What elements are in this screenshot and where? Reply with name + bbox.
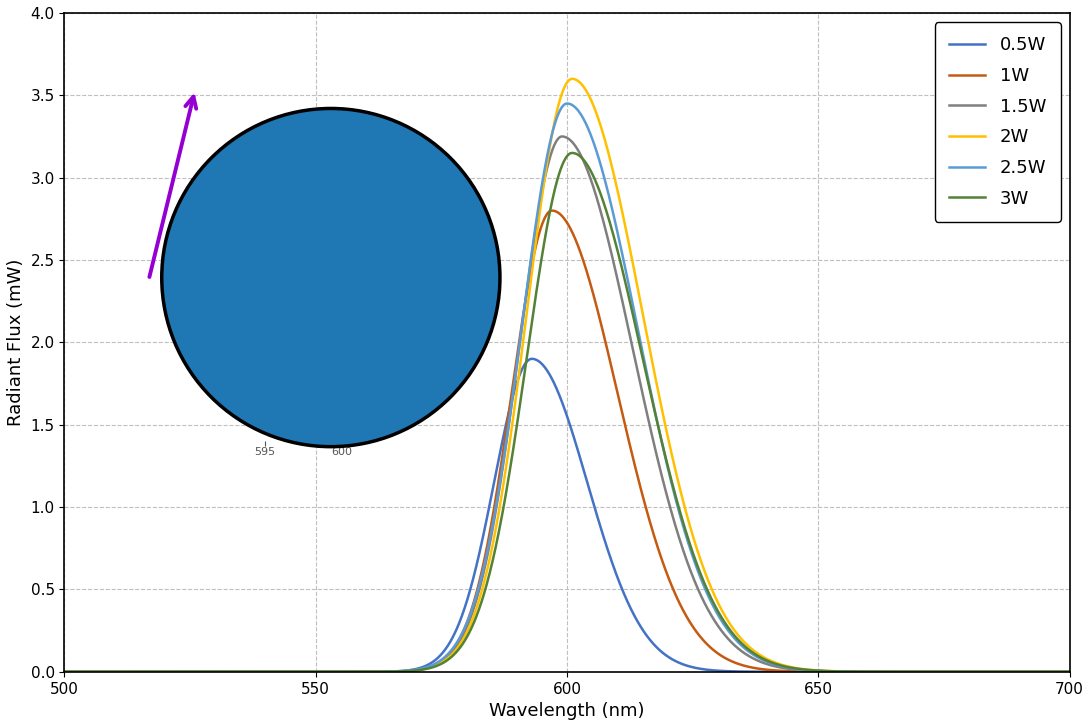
2W [172, 667, 185, 676]
Line: 1.5W: 1.5W [64, 137, 1069, 672]
2W [58, 667, 71, 676]
3W [232, 667, 245, 676]
3W [935, 667, 948, 676]
1W [1044, 667, 1057, 676]
1W [1063, 667, 1076, 676]
3W [58, 667, 71, 676]
3W [1063, 667, 1076, 676]
1.5W [443, 651, 456, 659]
2.5W [443, 648, 456, 656]
0.5W [1044, 667, 1057, 676]
Line: 1W: 1W [64, 211, 1069, 672]
1.5W [58, 667, 71, 676]
2W [1063, 667, 1076, 676]
Line: 2.5W: 2.5W [64, 103, 1069, 672]
1W [443, 649, 456, 658]
1.5W [172, 667, 185, 676]
1.5W [1044, 667, 1057, 676]
1W [935, 667, 948, 676]
2.5W [232, 667, 245, 676]
Line: 3W: 3W [64, 153, 1069, 672]
0.5W [232, 667, 245, 676]
3W [1044, 667, 1057, 676]
2W [566, 74, 579, 83]
3W [443, 654, 456, 662]
Line: 0.5W: 0.5W [64, 359, 1069, 672]
2W [487, 537, 500, 545]
1W [546, 206, 559, 215]
3W [172, 667, 185, 676]
2W [935, 667, 948, 676]
Y-axis label: Radiant Flux (mW): Radiant Flux (mW) [7, 259, 25, 426]
0.5W [487, 481, 500, 490]
2.5W [561, 99, 574, 108]
1W [232, 667, 245, 676]
1W [172, 667, 185, 676]
0.5W [58, 667, 71, 676]
2.5W [935, 667, 948, 676]
1.5W [487, 520, 500, 529]
2.5W [58, 667, 71, 676]
2.5W [1044, 667, 1057, 676]
1W [487, 507, 500, 516]
0.5W [172, 667, 185, 676]
1W [58, 667, 71, 676]
0.5W [443, 638, 456, 647]
Legend: 0.5W, 1W, 1.5W, 2W, 2.5W, 3W: 0.5W, 1W, 1.5W, 2W, 2.5W, 3W [935, 22, 1060, 222]
2W [443, 652, 456, 661]
2W [1044, 667, 1057, 676]
3W [566, 148, 579, 157]
Line: 2W: 2W [64, 79, 1069, 672]
0.5W [1063, 667, 1076, 676]
X-axis label: Wavelength (nm): Wavelength (nm) [489, 702, 645, 720]
0.5W [935, 667, 948, 676]
2W [232, 667, 245, 676]
1.5W [935, 667, 948, 676]
1.5W [555, 132, 568, 141]
1.5W [232, 667, 245, 676]
3W [487, 553, 500, 561]
2.5W [1063, 667, 1076, 676]
2.5W [487, 516, 500, 525]
0.5W [526, 355, 539, 364]
1.5W [1063, 667, 1076, 676]
2.5W [172, 667, 185, 676]
